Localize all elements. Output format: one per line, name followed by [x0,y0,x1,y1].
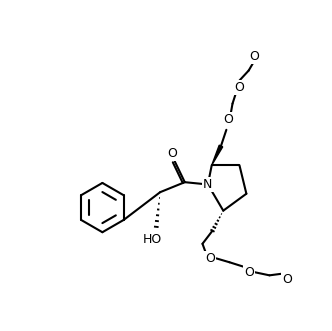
Text: HO: HO [143,233,162,246]
Text: O: O [282,273,292,286]
Text: O: O [167,147,177,160]
Text: O: O [224,113,234,125]
Text: O: O [244,266,254,279]
Text: O: O [249,50,259,63]
Text: O: O [234,81,244,94]
Text: O: O [205,252,215,265]
Text: N: N [203,178,212,191]
Polygon shape [212,145,223,165]
